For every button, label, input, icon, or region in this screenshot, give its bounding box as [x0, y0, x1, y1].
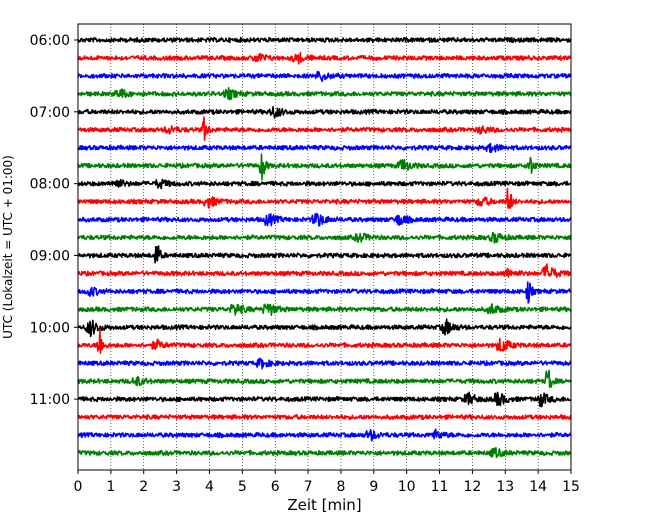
x-tick-label: 15	[562, 479, 580, 495]
seismic-trace	[78, 370, 571, 387]
seismic-trace	[78, 214, 571, 226]
seismic-trace	[78, 154, 571, 179]
seismic-trace	[78, 246, 571, 263]
seismic-trace	[78, 448, 571, 458]
y-axis: 06:00 07:00 08:00 09:00 10:00 11:00	[30, 33, 78, 408]
seismic-trace	[78, 429, 571, 440]
seismic-trace	[78, 179, 571, 188]
seismic-trace	[78, 392, 571, 406]
x-tick-label: 13	[496, 479, 514, 495]
seismic-trace	[78, 88, 571, 100]
y-tick-label: 06:00	[30, 33, 70, 49]
y-tick-label: 09:00	[30, 248, 70, 264]
seismic-trace	[78, 53, 571, 64]
x-tick-label: 9	[369, 479, 378, 495]
x-axis: 0 1 2 3 4 5 6 7 8 9 10 11 12 13 14 15	[74, 470, 580, 495]
seismic-trace	[78, 107, 571, 118]
seismic-trace	[78, 189, 571, 209]
y-tick-label: 08:00	[30, 177, 70, 193]
seismic-trace	[78, 304, 571, 315]
x-tick-label: 10	[398, 479, 416, 495]
traces-group	[78, 38, 571, 458]
seismic-trace	[78, 329, 571, 353]
y-tick-label: 10:00	[30, 320, 70, 336]
x-tick-label: 12	[463, 479, 481, 495]
seismic-trace	[78, 282, 571, 303]
x-tick-label: 3	[172, 479, 181, 495]
y-tick-label: 07:00	[30, 105, 70, 121]
x-tick-label: 0	[74, 479, 83, 495]
x-tick-label: 7	[304, 479, 313, 495]
y-axis-label: UTC (Lokalzeit = UTC + 01:00)	[1, 155, 15, 339]
x-tick-label: 8	[336, 479, 345, 495]
x-tick-label: 1	[106, 479, 115, 495]
x-tick-label: 5	[238, 479, 247, 495]
x-tick-label: 4	[205, 479, 214, 495]
y-tick-label: 11:00	[30, 392, 70, 408]
seismic-trace	[78, 72, 571, 82]
seismic-trace	[78, 38, 571, 43]
x-axis-label: Zeit [min]	[287, 496, 361, 514]
x-tick-label: 11	[431, 479, 449, 495]
x-tick-label: 2	[139, 479, 148, 495]
seismic-trace	[78, 144, 571, 153]
x-tick-label: 6	[271, 479, 280, 495]
seismic-trace	[78, 415, 571, 420]
seismic-trace	[78, 358, 571, 368]
seismic-trace	[78, 233, 571, 243]
x-tick-label: 14	[529, 479, 547, 495]
seismic-trace	[78, 264, 571, 277]
seismic-trace	[78, 117, 571, 140]
seismic-trace	[78, 319, 571, 336]
